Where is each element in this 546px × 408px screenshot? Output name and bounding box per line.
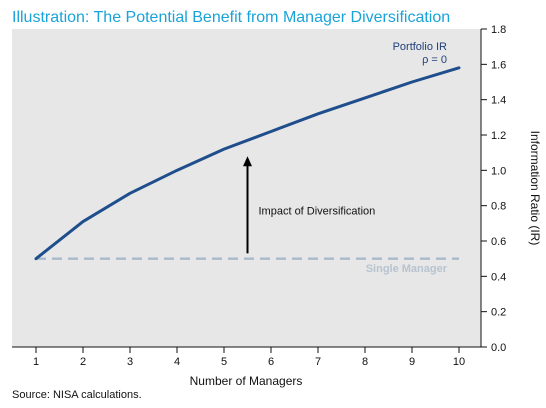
x-tick-label: 9 <box>409 356 415 368</box>
source-note: Source: NISA calculations. <box>12 389 142 401</box>
x-tick-label: 7 <box>315 356 321 368</box>
portfolio-ir-series <box>34 66 461 261</box>
y-tick-label: 1.6 <box>491 59 506 71</box>
y-tick-label: 0.6 <box>491 236 506 248</box>
impact-arrow-head <box>243 156 252 167</box>
chart-title: Illustration: The Potential Benefit from… <box>12 9 450 26</box>
y-axis-label: Information Ratio (IR) <box>528 131 542 246</box>
y-tick-label: 1.8 <box>491 24 506 36</box>
portfolio-ir-line <box>34 66 461 261</box>
y-tick-label: 0.2 <box>491 307 506 319</box>
x-tick-label: 2 <box>80 356 86 368</box>
single-manager-label: Single Manager <box>366 263 448 275</box>
portfolio-legend-line-1: Portfolio IR <box>393 41 447 53</box>
y-tick-label: 1.2 <box>491 130 506 142</box>
x-tick-label: 5 <box>221 356 227 368</box>
annotation-group: Impact of Diversification <box>243 156 376 254</box>
y-axis-ticks: 0.0 0.2 0.4 0.6 0.8 1.0 1.2 1.4 1.6 1.8 <box>481 24 506 354</box>
x-axis-label: Number of Managers <box>190 374 303 388</box>
x-tick-label: 10 <box>453 356 465 368</box>
x-tick-label: 1 <box>33 356 39 368</box>
y-tick-label: 0.4 <box>491 271 506 283</box>
x-tick-label: 4 <box>174 356 180 368</box>
portfolio-legend-line-2: ρ = 0 <box>422 54 447 66</box>
x-axis-ticks: 1 2 3 4 5 6 7 8 9 10 <box>33 347 465 368</box>
x-tick-label: 8 <box>362 356 368 368</box>
portfolio-legend: Portfolio IRρ = 0 <box>393 41 447 66</box>
y-tick-label: 0.0 <box>491 342 506 354</box>
y-tick-label: 0.8 <box>491 201 506 213</box>
y-tick-label: 1.0 <box>491 165 506 177</box>
x-tick-label: 6 <box>268 356 274 368</box>
x-tick-label: 3 <box>127 356 133 368</box>
y-tick-label: 1.4 <box>491 95 506 107</box>
impact-annotation-label: Impact of Diversification <box>259 206 376 218</box>
